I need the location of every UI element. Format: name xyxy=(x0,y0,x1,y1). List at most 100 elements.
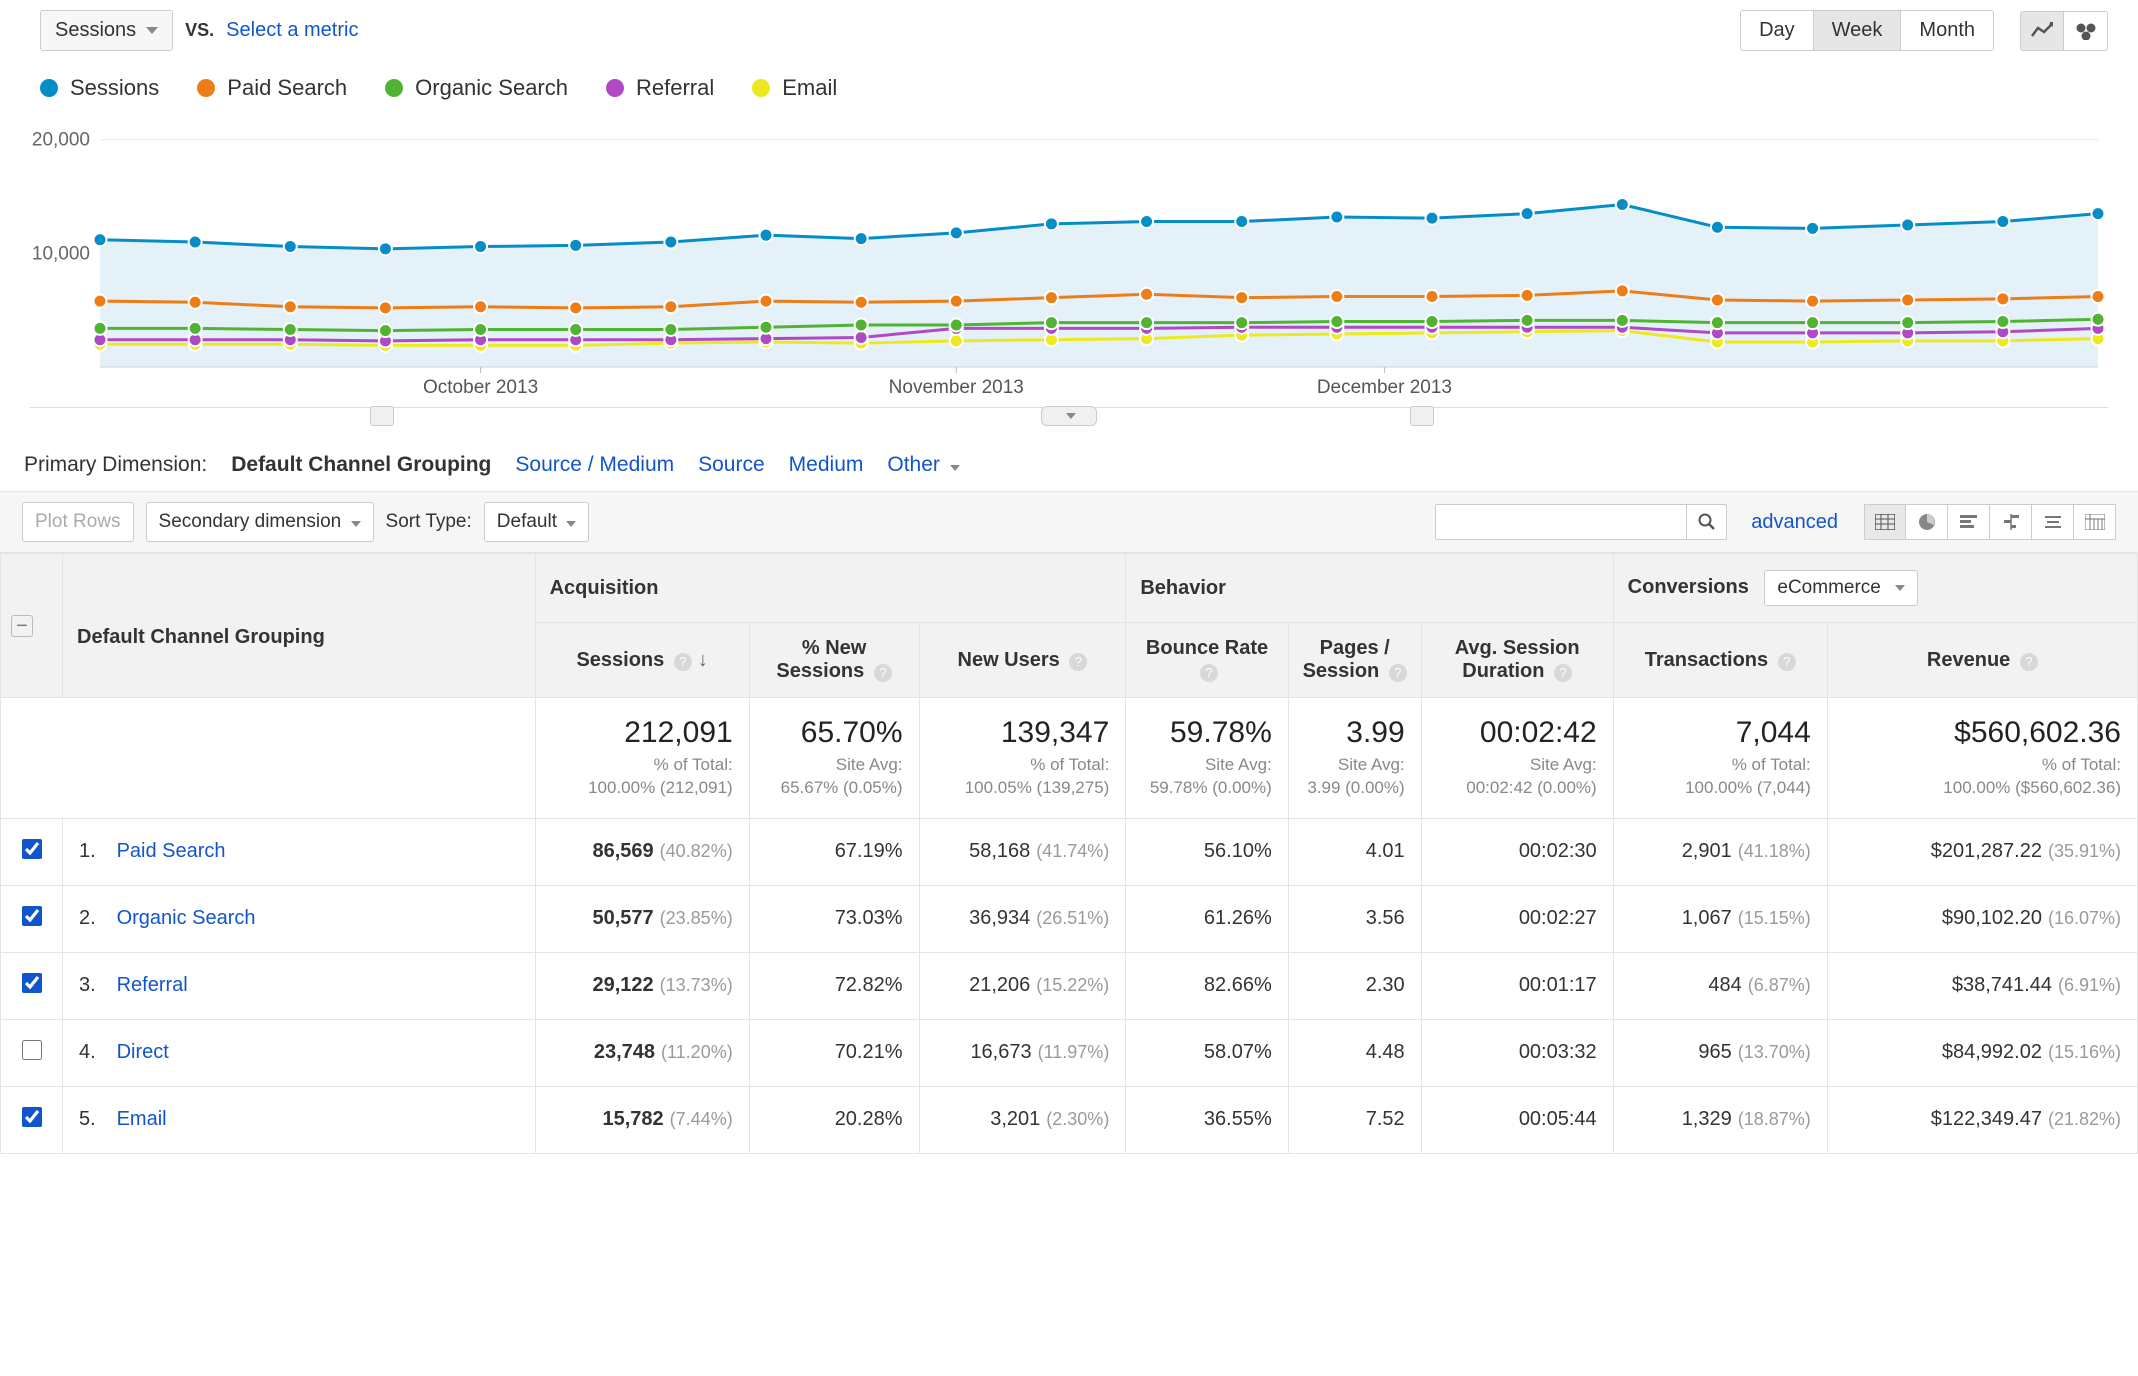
row-checkbox[interactable] xyxy=(22,1107,42,1127)
channel-link[interactable]: Direct xyxy=(117,1041,169,1063)
total-cell: 3.99Site Avg:3.99 (0.00%) xyxy=(1288,698,1421,819)
data-cell: 00:03:32 xyxy=(1421,1019,1613,1086)
help-icon[interactable]: ? xyxy=(2020,653,2038,671)
select-metric-link[interactable]: Select a metric xyxy=(226,19,358,42)
column-header[interactable]: Revenue ? xyxy=(1827,623,2137,698)
slider-handle-right[interactable] xyxy=(1410,406,1434,426)
chart-type-group xyxy=(2020,11,2108,51)
table-row: 2. Organic Search50,577(23.85%)73.03%36,… xyxy=(1,885,2138,952)
caret-down-icon xyxy=(566,521,576,527)
advanced-link[interactable]: advanced xyxy=(1751,511,1838,534)
line-chart-icon[interactable] xyxy=(2020,11,2064,51)
slider-handle-left[interactable] xyxy=(370,406,394,426)
dimension-link[interactable]: Medium xyxy=(789,453,864,477)
view-table-icon[interactable] xyxy=(1864,504,1906,540)
caret-down-icon xyxy=(351,521,361,527)
column-header[interactable]: New Users ? xyxy=(919,623,1126,698)
help-icon[interactable]: ? xyxy=(1200,664,1218,682)
plot-rows-button[interactable]: Plot Rows xyxy=(22,502,134,542)
sort-type-dropdown[interactable]: Default xyxy=(484,502,589,542)
data-cell: 56.10% xyxy=(1126,818,1288,885)
search-input[interactable] xyxy=(1436,505,1686,539)
channel-link[interactable]: Organic Search xyxy=(117,907,256,929)
dimension-link[interactable]: Source xyxy=(698,453,765,477)
time-day-button[interactable]: Day xyxy=(1740,10,1814,51)
data-cell: 3.56 xyxy=(1288,885,1421,952)
data-cell: $90,102.20(16.07%) xyxy=(1827,885,2137,952)
data-cell: 7.52 xyxy=(1288,1086,1421,1153)
row-name-cell: 2. Organic Search xyxy=(63,885,536,952)
group-conversions: Conversions eCommerce xyxy=(1613,554,2137,623)
motion-chart-icon[interactable] xyxy=(2064,11,2108,51)
total-cell: 139,347% of Total:100.05% (139,275) xyxy=(919,698,1126,819)
data-cell: 4.01 xyxy=(1288,818,1421,885)
column-header[interactable]: % New Sessions ? xyxy=(749,623,919,698)
view-comparison-icon[interactable] xyxy=(1990,504,2032,540)
time-week-button[interactable]: Week xyxy=(1814,10,1902,51)
column-header[interactable]: Sessions ?↓ xyxy=(535,623,749,698)
table-row: 4. Direct23,748(11.20%)70.21%16,673(11.9… xyxy=(1,1019,2138,1086)
primary-metric-dropdown[interactable]: Sessions xyxy=(40,10,173,51)
column-header[interactable]: Pages / Session ? xyxy=(1288,623,1421,698)
row-checkbox-cell xyxy=(1,952,63,1019)
legend-item[interactable]: Referral xyxy=(606,75,714,101)
view-pivot-icon[interactable] xyxy=(2074,504,2116,540)
data-cell: 86,569(40.82%) xyxy=(535,818,749,885)
row-name-cell: 5. Email xyxy=(63,1086,536,1153)
channel-link[interactable]: Paid Search xyxy=(117,840,226,862)
dimension-active[interactable]: Default Channel Grouping xyxy=(231,453,491,477)
legend-item[interactable]: Paid Search xyxy=(197,75,347,101)
data-cell: 3,201(2.30%) xyxy=(919,1086,1126,1153)
legend-item[interactable]: Email xyxy=(752,75,837,101)
data-cell: 00:05:44 xyxy=(1421,1086,1613,1153)
data-cell: 67.19% xyxy=(749,818,919,885)
legend-dot-icon xyxy=(606,79,624,97)
legend-item[interactable]: Sessions xyxy=(40,75,159,101)
conversions-dropdown[interactable]: eCommerce xyxy=(1764,570,1917,606)
legend-dot-icon xyxy=(197,79,215,97)
view-bar-icon[interactable] xyxy=(1948,504,1990,540)
column-header[interactable]: Avg. Session Duration ? xyxy=(1421,623,1613,698)
column-header[interactable]: Bounce Rate ? xyxy=(1126,623,1288,698)
row-name-cell: 1. Paid Search xyxy=(63,818,536,885)
view-cloud-icon[interactable] xyxy=(2032,504,2074,540)
data-cell: 21,206(15.22%) xyxy=(919,952,1126,1019)
help-icon[interactable]: ? xyxy=(1554,664,1572,682)
channel-link[interactable]: Referral xyxy=(117,974,188,996)
row-checkbox[interactable] xyxy=(22,973,42,993)
slider-center-grip[interactable] xyxy=(1041,406,1097,426)
view-pie-icon[interactable] xyxy=(1906,504,1948,540)
column-header[interactable]: Transactions ? xyxy=(1613,623,1827,698)
view-mode-group xyxy=(1864,504,2116,540)
row-checkbox-cell xyxy=(1,818,63,885)
search-button[interactable] xyxy=(1686,505,1726,539)
data-cell: 50,577(23.85%) xyxy=(535,885,749,952)
data-cell: 4.48 xyxy=(1288,1019,1421,1086)
svg-text:October 2013: October 2013 xyxy=(423,377,538,398)
time-month-button[interactable]: Month xyxy=(1901,10,1994,51)
help-icon[interactable]: ? xyxy=(1069,653,1087,671)
help-icon[interactable]: ? xyxy=(674,653,692,671)
legend-item[interactable]: Organic Search xyxy=(385,75,568,101)
caret-down-icon xyxy=(146,27,158,34)
dimension-column-header[interactable]: Default Channel Grouping xyxy=(63,554,536,698)
channel-link[interactable]: Email xyxy=(117,1108,167,1130)
help-icon[interactable]: ? xyxy=(874,664,892,682)
help-icon[interactable]: ? xyxy=(1389,664,1407,682)
total-cell: 7,044% of Total:100.00% (7,044) xyxy=(1613,698,1827,819)
row-checkbox[interactable] xyxy=(22,1040,42,1060)
chart-range-slider[interactable] xyxy=(30,407,2108,435)
dimension-link[interactable]: Other xyxy=(887,453,959,477)
row-checkbox[interactable] xyxy=(22,906,42,926)
data-cell: 72.82% xyxy=(749,952,919,1019)
secondary-dimension-dropdown[interactable]: Secondary dimension xyxy=(146,502,374,542)
data-cell: 2.30 xyxy=(1288,952,1421,1019)
primary-dimension-label: Primary Dimension: xyxy=(24,453,207,477)
row-name-cell: 3. Referral xyxy=(63,952,536,1019)
dimension-link[interactable]: Source / Medium xyxy=(515,453,674,477)
data-cell: 20.28% xyxy=(749,1086,919,1153)
help-icon[interactable]: ? xyxy=(1778,653,1796,671)
row-checkbox[interactable] xyxy=(22,839,42,859)
collapse-toggle[interactable]: − xyxy=(1,554,63,698)
row-checkbox-cell xyxy=(1,1019,63,1086)
